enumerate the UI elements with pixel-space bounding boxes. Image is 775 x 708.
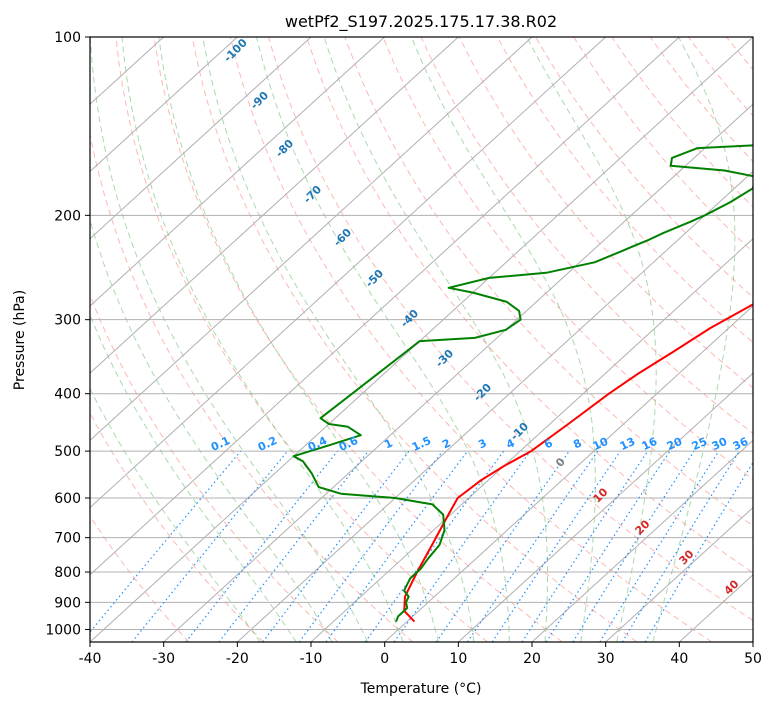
mixing-ratio-line xyxy=(491,450,621,642)
mixing-ratio-line xyxy=(262,450,410,642)
mixing-ratio-label: 36 xyxy=(731,435,751,453)
isotherm-line xyxy=(90,37,312,240)
x-tick-label: 30 xyxy=(597,651,615,667)
axes: -40 -30 -20 -10 0 10 20 30 40 50 100 200 300 400 500 60… xyxy=(45,30,762,667)
dry-adiabat-line xyxy=(115,37,488,642)
mixing-ratio-label: 20 xyxy=(665,435,685,453)
moist-adiabat-line xyxy=(202,37,475,642)
y-tick-label: 600 xyxy=(54,491,81,507)
moist-adiabat-line xyxy=(121,37,404,642)
isotherm-line xyxy=(90,37,607,509)
x-tick-label: -40 xyxy=(79,651,102,667)
moist-adiabat-line xyxy=(323,37,548,642)
y-tick-label: 300 xyxy=(54,313,81,329)
dry-adiabat-line xyxy=(535,37,753,298)
moist-adiabat-line xyxy=(158,37,439,642)
isotherm-line xyxy=(90,37,753,642)
moist-adiabat-line xyxy=(411,37,596,642)
mixing-ratio-label: 10 xyxy=(591,435,611,453)
x-axis-title: Temperature (°C) xyxy=(360,681,482,697)
isotherm-line xyxy=(90,37,386,307)
dry-adiabat-line xyxy=(268,37,753,622)
mixing-ratio-line xyxy=(599,450,720,642)
dry-adiabat-line xyxy=(90,412,264,642)
y-tick-label: 900 xyxy=(54,595,81,611)
isotherm-line xyxy=(163,103,753,642)
x-tick-label: 10 xyxy=(449,651,467,667)
dry-adiabat-line xyxy=(90,515,190,642)
moist-adiabat-line xyxy=(256,37,510,642)
dry-adiabat-line xyxy=(306,37,753,574)
isotherm-line xyxy=(90,37,533,442)
profile-line xyxy=(292,144,753,622)
y-tick-label: 1000 xyxy=(45,622,81,638)
y-tick-label: 500 xyxy=(54,444,81,460)
isotherm-line xyxy=(531,439,753,642)
x-tick-label: -30 xyxy=(152,651,175,667)
y-tick-label: 800 xyxy=(54,565,81,581)
dry-adiabat-line xyxy=(90,293,339,642)
x-tick-label: 20 xyxy=(523,651,541,667)
isotherm-line xyxy=(605,506,753,642)
mixing-ratio-line xyxy=(466,450,599,642)
dry-adiabat-line xyxy=(90,131,414,642)
mixing-ratio-line xyxy=(521,450,649,642)
moist-adiabat-line xyxy=(526,37,657,642)
dry-adiabat-line xyxy=(153,37,563,642)
chart-title: wetPf2_S197.2025.175.17.38.R02 xyxy=(285,12,557,32)
mixing-ratio-line xyxy=(644,461,753,642)
mixing-ratio-label: 25 xyxy=(690,435,709,453)
moist-adiabat-line xyxy=(90,387,261,642)
moist-adiabat-line xyxy=(90,37,369,642)
y-tick-label: 700 xyxy=(54,531,81,547)
x-tick-label: -20 xyxy=(226,651,249,667)
dry-adiabat-line xyxy=(382,37,753,481)
isotherm-line xyxy=(90,37,459,374)
mixing-ratio-label: 16 xyxy=(640,435,660,453)
isotherm-line xyxy=(90,37,680,576)
mixing-ratio-line xyxy=(572,450,695,642)
plot-frame xyxy=(89,36,754,643)
x-tick-label: 0 xyxy=(380,651,389,667)
mixing-ratio-line xyxy=(435,450,570,642)
x-tick-label: 50 xyxy=(744,651,762,667)
isotherm-line xyxy=(90,37,238,173)
moist-adiabat-line xyxy=(90,313,297,642)
mixing-ratio-line xyxy=(621,450,740,642)
isotherm-line xyxy=(236,170,753,642)
y-tick-label: 400 xyxy=(54,387,81,403)
mixing-ratio-label: 30 xyxy=(710,435,730,453)
mixing-ratio-line xyxy=(131,450,289,642)
isotherm-line xyxy=(310,237,753,642)
y-axis-title: Pressure (hPa) xyxy=(12,290,28,390)
y-tick-label: 200 xyxy=(54,208,81,224)
isotherm-line xyxy=(457,372,753,642)
x-tick-label: -10 xyxy=(300,651,323,667)
isotherm-line xyxy=(384,305,753,642)
moist-adiabat-line xyxy=(652,37,736,642)
moist-adiabat-line xyxy=(90,218,333,642)
mixing-ratio-line xyxy=(185,450,339,642)
mixing-ratio-line xyxy=(545,450,671,642)
profile-line xyxy=(403,303,753,623)
mixing-ratio-label: 13 xyxy=(618,435,637,453)
y-tick-label: 100 xyxy=(54,30,81,46)
mixing-ratio-line xyxy=(393,450,531,642)
dry-adiabat-line xyxy=(191,37,638,642)
x-tick-label: 40 xyxy=(670,651,688,667)
dry-adiabat-line xyxy=(496,37,753,344)
